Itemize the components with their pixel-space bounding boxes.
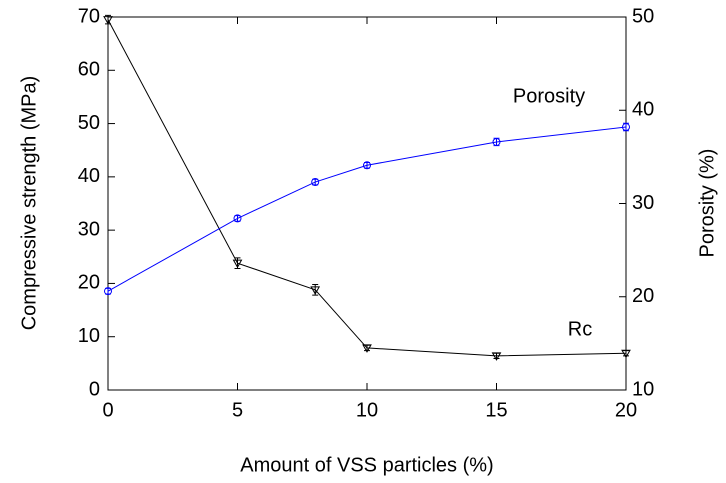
error-bar xyxy=(234,215,241,222)
x-tick-label: 10 xyxy=(356,399,378,421)
marker xyxy=(491,352,502,361)
marker xyxy=(311,178,320,187)
marker xyxy=(233,214,242,223)
marker xyxy=(232,259,243,269)
annotation: Rc xyxy=(568,318,592,340)
series-line xyxy=(107,126,627,292)
y2-tick-label: 10 xyxy=(632,378,654,400)
y-tick-label: 0 xyxy=(89,378,100,400)
marker xyxy=(104,287,112,296)
x-tick-label: 15 xyxy=(485,399,507,421)
x-tick-label: 0 xyxy=(102,399,113,421)
marker xyxy=(621,349,631,359)
y2-tick-label: 40 xyxy=(632,99,654,121)
plot-frame xyxy=(107,16,627,391)
marker xyxy=(492,137,501,146)
x-tick-label: 20 xyxy=(615,399,637,421)
error-bar xyxy=(105,287,111,295)
y-tick-label: 50 xyxy=(78,112,100,134)
y-tick-label: 20 xyxy=(78,272,100,294)
y2-tick-label: 50 xyxy=(632,5,654,27)
y2-tick-label: 30 xyxy=(632,192,654,214)
marker xyxy=(103,16,113,25)
y2-axis-label: Porosity (%) xyxy=(696,149,718,258)
marker xyxy=(363,161,371,170)
y-tick-label: 40 xyxy=(78,165,100,187)
y-tick-label: 10 xyxy=(78,325,100,347)
marker xyxy=(310,286,321,295)
y-tick-label: 30 xyxy=(78,218,100,240)
marker xyxy=(362,344,372,353)
y-tick-label: 60 xyxy=(78,59,100,81)
y-axis-label: Compressive strength (MPa) xyxy=(18,76,40,331)
y-tick-label: 70 xyxy=(78,5,100,27)
error-bar xyxy=(312,178,319,186)
y2-tick-label: 20 xyxy=(632,285,654,307)
x-axis-label: Amount of VSS particles (%) xyxy=(240,454,493,476)
series-line xyxy=(107,19,627,357)
annotation: Porosity xyxy=(513,85,585,107)
marker xyxy=(622,123,630,132)
x-tick-label: 5 xyxy=(232,399,243,421)
